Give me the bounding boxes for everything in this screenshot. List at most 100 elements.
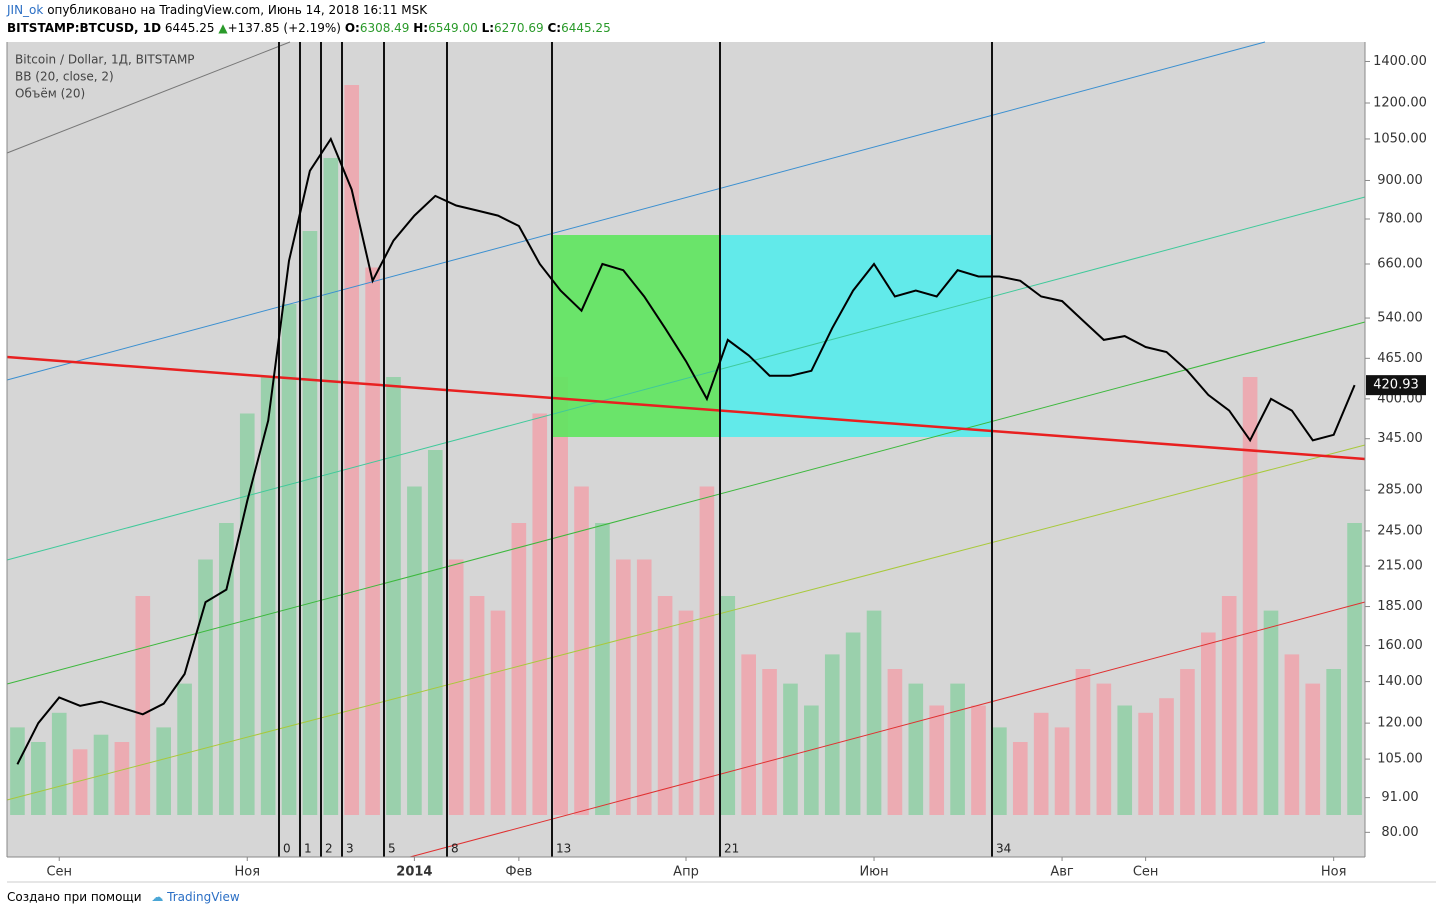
y-tick-label: 160.00	[1377, 638, 1423, 653]
y-tick-label: 91.00	[1381, 790, 1418, 805]
volume-bar	[490, 610, 506, 815]
volume-bar	[1159, 698, 1174, 815]
axis-bg	[1365, 42, 1436, 882]
volume-bar	[365, 267, 380, 815]
x-tick-label: Ноя	[234, 865, 260, 880]
price-layer	[16, 136, 1356, 765]
volume-bar	[762, 669, 777, 815]
h-label: H:	[413, 21, 429, 35]
volume-bar	[281, 304, 297, 815]
x-tick-label: Сен	[1133, 865, 1159, 880]
volume-bar	[1075, 669, 1091, 815]
trend-line	[6, 41, 291, 154]
x-tick-label: 2014	[396, 865, 432, 880]
volume-bar	[323, 158, 339, 815]
volume-bar	[783, 683, 798, 815]
x-tick-label: Ноя	[1321, 865, 1347, 880]
published: опубликовано на TradingView.com, Июнь 14…	[47, 3, 428, 17]
low: 6270.69	[494, 21, 544, 35]
volume-bar	[114, 742, 130, 815]
fib-label: 13	[556, 842, 571, 856]
user[interactable]: JIN_ok	[7, 3, 44, 17]
legend-volume: Объём (20)	[15, 87, 85, 101]
volume-bar	[845, 632, 861, 815]
y-tick-label: 140.00	[1377, 674, 1423, 689]
y-tick-label: 345.00	[1377, 431, 1423, 446]
green-box	[552, 235, 720, 437]
x-tick-label: Апр	[673, 865, 699, 880]
volume-bar	[574, 486, 589, 815]
y-tick-label: 660.00	[1377, 257, 1423, 272]
symbol: BITSTAMP:BTCUSD, 1D	[7, 21, 162, 35]
high: 6549.00	[428, 21, 478, 35]
up-arrow: ▲	[218, 21, 228, 35]
volume-bar	[1347, 523, 1362, 815]
volume-bar	[1305, 683, 1321, 815]
y-tick-label: 1200.00	[1373, 95, 1427, 110]
volume-bar	[1180, 669, 1195, 815]
volume-bar	[93, 734, 109, 815]
volume-bar	[1012, 742, 1028, 815]
volume-bar	[929, 705, 945, 815]
y-tick-label: 900.00	[1377, 173, 1423, 188]
legend-bb: BB (20, close, 2)	[15, 70, 114, 84]
trend-line	[6, 444, 1366, 801]
volume-bar	[198, 559, 213, 815]
volume-bar	[1033, 712, 1049, 815]
volume-bar	[992, 727, 1007, 815]
price: 6445.25	[164, 21, 215, 35]
ticker: BITSTAMP:BTCUSD, 1D 6445.25 ▲+137.85 (+2…	[7, 21, 611, 35]
volume-bar	[1242, 377, 1258, 815]
chart: 0 1 2 3 5 8 13 21 34 Bitcoin / Dollar, 1Д, BITST…	[6, 41, 1436, 883]
volume-bar	[1117, 705, 1133, 815]
y-tick-label: 1400.00	[1373, 54, 1427, 69]
volume-bar	[31, 742, 46, 815]
volume-bar	[866, 610, 882, 815]
volume-bar	[260, 377, 276, 815]
y-tick-label: 540.00	[1377, 311, 1423, 326]
volume-bar	[1221, 596, 1237, 815]
volume-bar	[657, 596, 673, 815]
y-tick-label: 465.00	[1377, 351, 1423, 366]
volume-bar	[344, 85, 360, 815]
volume-bar	[908, 683, 924, 815]
volume-bar	[51, 712, 67, 815]
volume-bar	[469, 596, 485, 815]
volume-bar	[887, 669, 903, 815]
fib-label: 8	[451, 842, 459, 856]
fib-label: 5	[388, 842, 396, 856]
volume-bar	[427, 450, 443, 815]
volume-bar	[720, 596, 736, 815]
volume-bar	[1096, 683, 1112, 815]
open: 6308.49	[359, 21, 410, 35]
volume-bar	[595, 523, 610, 815]
x-tick-label: Сен	[46, 865, 72, 880]
volume-bar	[1138, 712, 1153, 815]
last-price-box	[1366, 375, 1426, 396]
cyan-box	[720, 235, 992, 437]
volume-bar	[72, 749, 88, 815]
volume-bar	[10, 727, 25, 815]
volume-bar	[156, 727, 172, 815]
trend-line	[6, 196, 1366, 561]
volume-bar	[302, 231, 318, 815]
x-tick-label: Фев	[505, 865, 532, 880]
close: 6445.25	[561, 21, 611, 35]
l-label: L:	[481, 21, 495, 35]
x-tick-label: Авг	[1050, 865, 1074, 880]
volume-bar	[407, 486, 422, 815]
volume-bar	[616, 559, 631, 815]
y-tick-label: 105.00	[1377, 752, 1423, 767]
fib-label: 2	[325, 842, 333, 856]
fib-label: 21	[724, 842, 739, 856]
brand[interactable]: TradingView	[167, 890, 240, 904]
volume-bar	[950, 683, 965, 815]
volume-bar	[678, 610, 694, 815]
x-tick-label: Июн	[859, 865, 888, 880]
volume-bar	[177, 683, 192, 815]
y-tick-label: 780.00	[1377, 212, 1423, 227]
volume-bar	[135, 596, 151, 815]
y-tick-label: 1050.00	[1373, 131, 1427, 146]
volume-bar	[553, 377, 568, 815]
